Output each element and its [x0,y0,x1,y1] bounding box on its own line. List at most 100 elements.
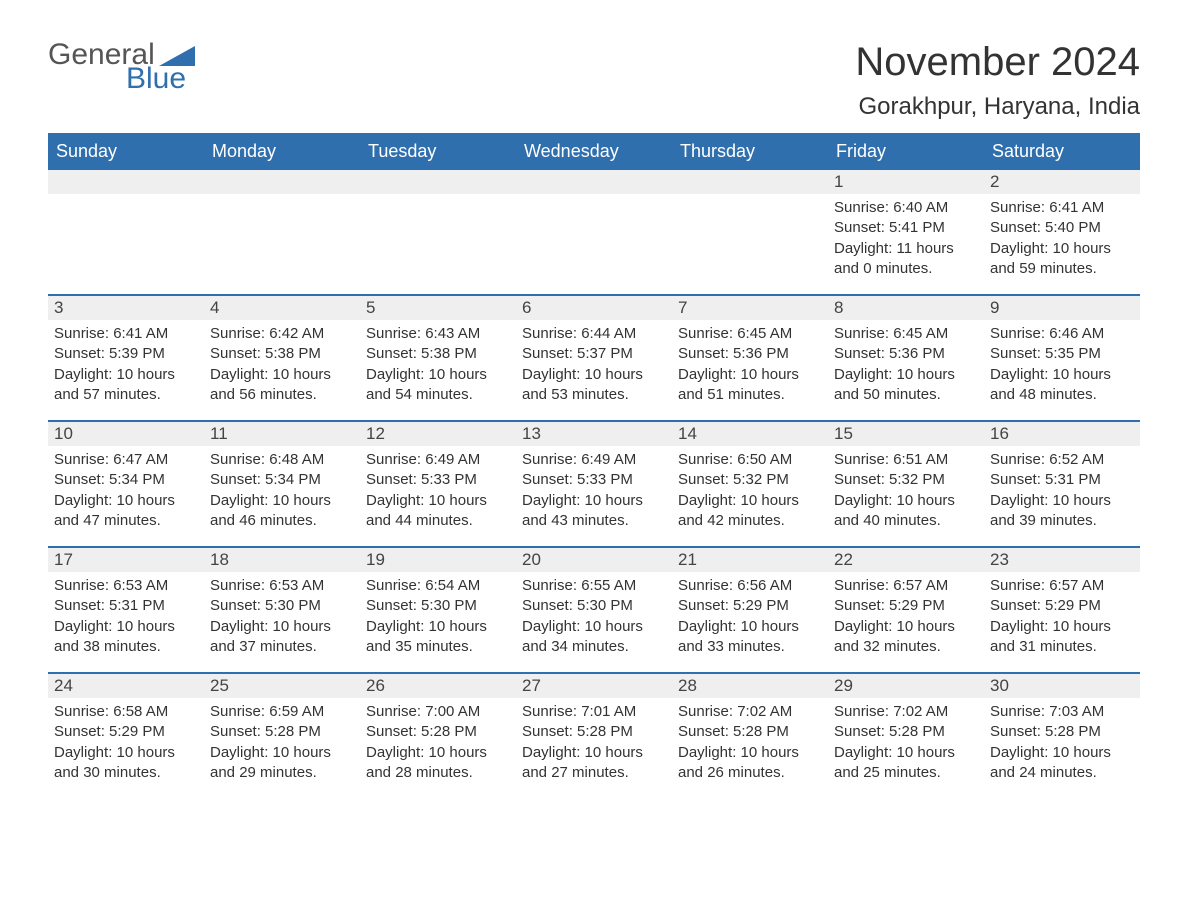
daylight-text: Daylight: 10 hours and 46 minutes. [210,491,354,532]
calendar-cell: 20Sunrise: 6:55 AMSunset: 5:30 PMDayligh… [516,546,672,672]
day-details: Sunrise: 7:01 AMSunset: 5:28 PMDaylight:… [516,698,672,791]
calendar-cell: 21Sunrise: 6:56 AMSunset: 5:29 PMDayligh… [672,546,828,672]
day-number: 20 [516,548,672,572]
day-number: 22 [828,548,984,572]
column-header: Thursday [672,135,828,168]
header: General Blue November 2024 Gorakhpur, Ha… [48,40,1140,121]
sunset-text: Sunset: 5:38 PM [366,344,510,364]
column-header: Tuesday [360,135,516,168]
sunset-text: Sunset: 5:40 PM [990,218,1134,238]
day-number: 23 [984,548,1140,572]
calendar-cell: 14Sunrise: 6:50 AMSunset: 5:32 PMDayligh… [672,420,828,546]
sunset-text: Sunset: 5:36 PM [834,344,978,364]
daylight-text: Daylight: 10 hours and 26 minutes. [678,743,822,784]
day-number: 30 [984,674,1140,698]
sunset-text: Sunset: 5:28 PM [210,722,354,742]
day-details: Sunrise: 6:41 AMSunset: 5:40 PMDaylight:… [984,194,1140,287]
day-details: Sunrise: 6:57 AMSunset: 5:29 PMDaylight:… [984,572,1140,665]
sunset-text: Sunset: 5:29 PM [834,596,978,616]
sunrise-text: Sunrise: 6:46 AM [990,324,1134,344]
daylight-text: Daylight: 10 hours and 39 minutes. [990,491,1134,532]
day-number: 11 [204,422,360,446]
sunset-text: Sunset: 5:36 PM [678,344,822,364]
location-label: Gorakhpur, Haryana, India [855,93,1140,121]
day-number: 15 [828,422,984,446]
sunset-text: Sunset: 5:35 PM [990,344,1134,364]
day-number: 5 [360,296,516,320]
calendar-cell: 19Sunrise: 6:54 AMSunset: 5:30 PMDayligh… [360,546,516,672]
daylight-text: Daylight: 10 hours and 57 minutes. [54,365,198,406]
calendar-cell: 9Sunrise: 6:46 AMSunset: 5:35 PMDaylight… [984,294,1140,420]
daylight-text: Daylight: 10 hours and 32 minutes. [834,617,978,658]
calendar-cell: 28Sunrise: 7:02 AMSunset: 5:28 PMDayligh… [672,672,828,798]
sunset-text: Sunset: 5:28 PM [678,722,822,742]
day-details: Sunrise: 6:57 AMSunset: 5:29 PMDaylight:… [828,572,984,665]
day-number: 14 [672,422,828,446]
sunrise-text: Sunrise: 6:45 AM [834,324,978,344]
sunrise-text: Sunrise: 6:54 AM [366,576,510,596]
daylight-text: Daylight: 10 hours and 31 minutes. [990,617,1134,658]
sunset-text: Sunset: 5:30 PM [366,596,510,616]
column-header: Wednesday [516,135,672,168]
calendar-cell: 1Sunrise: 6:40 AMSunset: 5:41 PMDaylight… [828,168,984,294]
day-number: 16 [984,422,1140,446]
sunrise-text: Sunrise: 6:41 AM [990,198,1134,218]
day-number: 29 [828,674,984,698]
day-details: Sunrise: 7:00 AMSunset: 5:28 PMDaylight:… [360,698,516,791]
day-number: 1 [828,170,984,194]
calendar-cell: 11 Sunrise: 6:48 AMSunset: 5:34 PMDayligh… [204,420,360,546]
sunrise-text: Sunrise: 7:02 AM [678,702,822,722]
sunset-text: Sunset: 5:30 PM [522,596,666,616]
calendar-cell [516,168,672,294]
day-number: 27 [516,674,672,698]
day-number: 2 [984,170,1140,194]
day-details: Sunrise: 6:49 AMSunset: 5:33 PMDaylight:… [516,446,672,539]
daylight-text: Daylight: 10 hours and 42 minutes. [678,491,822,532]
day-details: Sunrise: 6:47 AMSunset: 5:34 PMDaylight:… [48,446,204,539]
daylight-text: Daylight: 10 hours and 53 minutes. [522,365,666,406]
column-header: Friday [828,135,984,168]
sunrise-text: Sunrise: 6:49 AM [366,450,510,470]
daylight-text: Daylight: 10 hours and 54 minutes. [366,365,510,406]
brand-logo: General Blue [48,40,195,94]
day-details: Sunrise: 6:59 AMSunset: 5:28 PMDaylight:… [204,698,360,791]
sunrise-text: Sunrise: 6:50 AM [678,450,822,470]
day-number: 12 [360,422,516,446]
sunset-text: Sunset: 5:31 PM [54,596,198,616]
day-details: Sunrise: 6:45 AMSunset: 5:36 PMDaylight:… [828,320,984,413]
day-number: 19 [360,548,516,572]
calendar-cell: 15Sunrise: 6:51 AMSunset: 5:32 PMDayligh… [828,420,984,546]
day-details: Sunrise: 6:44 AMSunset: 5:37 PMDaylight:… [516,320,672,413]
sunset-text: Sunset: 5:34 PM [210,470,354,490]
sunrise-text: Sunrise: 6:45 AM [678,324,822,344]
day-number: 24 [48,674,204,698]
sunrise-text: Sunrise: 6:53 AM [210,576,354,596]
calendar-cell: 27Sunrise: 7:01 AMSunset: 5:28 PMDayligh… [516,672,672,798]
day-details: Sunrise: 7:03 AMSunset: 5:28 PMDaylight:… [984,698,1140,791]
day-number [48,170,204,194]
sunrise-text: Sunrise: 6:42 AM [210,324,354,344]
sunrise-text: Sunrise: 6:48 AM [210,450,354,470]
day-details: Sunrise: 6:58 AMSunset: 5:29 PMDaylight:… [48,698,204,791]
daylight-text: Daylight: 11 hours and 0 minutes. [834,239,978,280]
day-number: 8 [828,296,984,320]
day-details: Sunrise: 6:53 AMSunset: 5:30 PMDaylight:… [204,572,360,665]
sunrise-text: Sunrise: 6:47 AM [54,450,198,470]
calendar-cell [360,168,516,294]
sunrise-text: Sunrise: 6:40 AM [834,198,978,218]
day-details: Sunrise: 6:43 AMSunset: 5:38 PMDaylight:… [360,320,516,413]
day-number: 25 [204,674,360,698]
daylight-text: Daylight: 10 hours and 50 minutes. [834,365,978,406]
sunset-text: Sunset: 5:38 PM [210,344,354,364]
day-number: 9 [984,296,1140,320]
calendar-cell: 6Sunrise: 6:44 AMSunset: 5:37 PMDaylight… [516,294,672,420]
sunrise-text: Sunrise: 6:44 AM [522,324,666,344]
brand-part2: Blue [126,64,186,94]
day-number: 18 [204,548,360,572]
daylight-text: Daylight: 10 hours and 44 minutes. [366,491,510,532]
day-details: Sunrise: 6:54 AMSunset: 5:30 PMDaylight:… [360,572,516,665]
day-number: 7 [672,296,828,320]
sunrise-text: Sunrise: 7:00 AM [366,702,510,722]
calendar-cell: 29Sunrise: 7:02 AMSunset: 5:28 PMDayligh… [828,672,984,798]
sunset-text: Sunset: 5:28 PM [834,722,978,742]
